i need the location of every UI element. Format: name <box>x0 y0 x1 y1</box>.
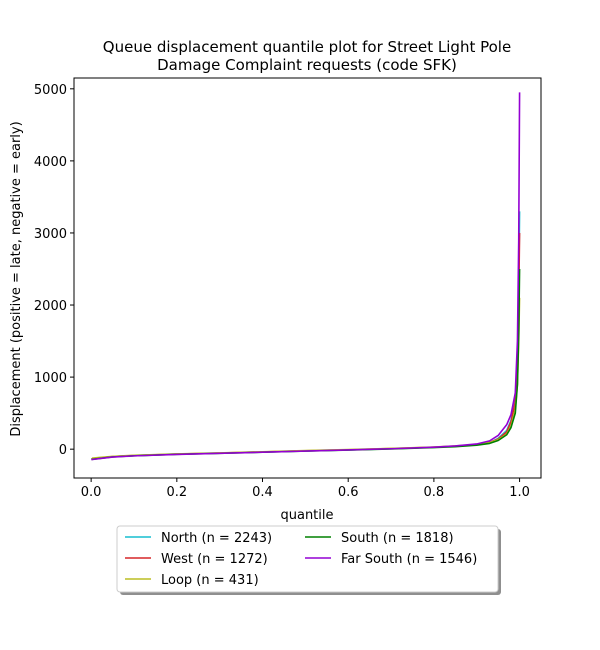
series-line-0 <box>91 211 521 461</box>
series-line-2 <box>91 297 521 459</box>
legend-label: North (n = 2243) <box>161 531 272 546</box>
chart-title-line1: Queue displacement quantile plot for Str… <box>103 38 511 56</box>
series-lines <box>91 92 521 461</box>
x-tick-label: 0.2 <box>166 485 187 500</box>
legend-label: Far South (n = 1546) <box>341 552 477 567</box>
x-tick-label: 0.6 <box>338 485 359 500</box>
legend-entries: North (n = 2243) West (n = 1272) Loop (n =… <box>125 531 477 588</box>
y-tick-label: 0 <box>59 443 67 458</box>
legend: North (n = 2243) West (n = 1272) Loop (n =… <box>116 525 501 595</box>
y-tick-label: 5000 <box>34 83 67 98</box>
y-axis-label: Displacement (positive = late, negative … <box>9 121 24 436</box>
plot-area-frame <box>73 77 542 479</box>
y-axis-ticks: 0 1000 2000 3000 4000 5000 <box>34 83 74 458</box>
x-tick-label: 0.8 <box>424 485 445 500</box>
series-line-1 <box>91 232 521 460</box>
x-axis-ticks: 0.0 0.2 0.4 0.6 0.8 1.0 <box>81 478 530 500</box>
y-tick-label: 4000 <box>34 155 67 170</box>
x-axis-label: quantile <box>280 508 333 523</box>
chart-title-line2: Damage Complaint requests (code SFK) <box>157 56 457 74</box>
y-tick-label: 2000 <box>34 299 67 314</box>
y-tick-label: 3000 <box>34 227 67 242</box>
y-tick-label: 1000 <box>34 371 67 386</box>
legend-label: South (n = 1818) <box>341 531 454 546</box>
legend-label: West (n = 1272) <box>161 552 268 567</box>
legend-box <box>116 525 499 593</box>
x-tick-label: 0.0 <box>81 485 102 500</box>
legend-label: Loop (n = 431) <box>161 573 259 588</box>
x-tick-label: 1.0 <box>509 485 530 500</box>
x-tick-label: 0.4 <box>252 485 273 500</box>
series-line-4 <box>91 92 521 461</box>
series-line-3 <box>91 268 521 461</box>
